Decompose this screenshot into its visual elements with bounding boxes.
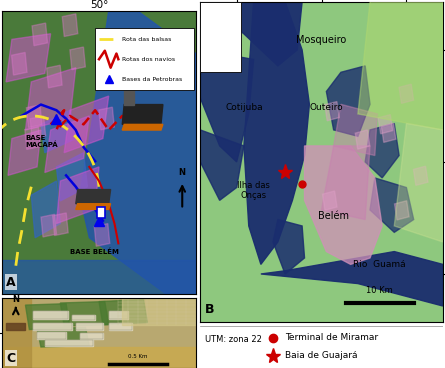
Polygon shape [200, 2, 302, 66]
Bar [95, 28, 194, 91]
Text: BASE BELÉM: BASE BELÉM [70, 249, 119, 255]
Text: C: C [6, 351, 15, 364]
Polygon shape [122, 298, 196, 325]
Polygon shape [273, 220, 304, 274]
Text: B: B [205, 302, 214, 316]
Polygon shape [109, 311, 128, 319]
Polygon shape [41, 214, 57, 237]
Polygon shape [37, 328, 89, 347]
Text: N: N [213, 16, 222, 26]
Polygon shape [334, 104, 377, 156]
Polygon shape [41, 110, 76, 153]
Bar [200, 2, 242, 72]
Polygon shape [76, 204, 111, 209]
Text: 0.5 Km: 0.5 Km [128, 354, 147, 359]
Title: 50°: 50° [90, 0, 108, 10]
Text: Mosqueiro: Mosqueiro [296, 35, 347, 45]
Polygon shape [45, 340, 93, 346]
Polygon shape [33, 311, 68, 319]
Text: Belém: Belém [318, 211, 349, 221]
Polygon shape [30, 116, 46, 139]
Text: N: N [12, 294, 19, 304]
Polygon shape [304, 146, 382, 264]
Polygon shape [2, 347, 196, 368]
Polygon shape [45, 116, 89, 173]
Polygon shape [323, 191, 337, 210]
Polygon shape [26, 105, 42, 128]
Polygon shape [325, 102, 340, 121]
Polygon shape [122, 105, 163, 124]
Text: Terminal de Miramar: Terminal de Miramar [285, 333, 378, 343]
Polygon shape [47, 65, 62, 88]
Polygon shape [62, 14, 78, 36]
Polygon shape [6, 34, 51, 82]
Polygon shape [261, 252, 443, 306]
Polygon shape [12, 52, 27, 75]
Polygon shape [61, 302, 109, 326]
Text: Outeiro: Outeiro [310, 103, 343, 112]
Polygon shape [355, 130, 370, 149]
Polygon shape [326, 66, 370, 136]
Text: UTM: zona 22: UTM: zona 22 [205, 335, 262, 344]
Polygon shape [378, 114, 393, 134]
Polygon shape [37, 332, 66, 339]
Polygon shape [8, 130, 41, 176]
Polygon shape [381, 123, 396, 142]
Polygon shape [395, 201, 409, 220]
Polygon shape [99, 107, 114, 130]
Polygon shape [70, 47, 85, 70]
Polygon shape [80, 11, 196, 294]
Text: Cotijuba: Cotijuba [225, 103, 263, 112]
Text: Bases da Petrobras: Bases da Petrobras [122, 77, 182, 82]
Polygon shape [322, 146, 370, 220]
Polygon shape [76, 190, 111, 204]
Bar [97, 206, 105, 218]
Polygon shape [32, 23, 48, 46]
Text: BASE
MACAPÁ: BASE MACAPÁ [25, 135, 58, 148]
Text: Baia de Guajará: Baia de Guajará [285, 351, 358, 360]
Text: 10 Km: 10 Km [366, 286, 393, 295]
Polygon shape [394, 124, 443, 242]
Polygon shape [94, 224, 110, 246]
Polygon shape [124, 91, 134, 105]
Text: A: A [6, 276, 16, 289]
Text: Rota das balsas: Rota das balsas [122, 37, 172, 42]
Polygon shape [57, 167, 99, 224]
Polygon shape [25, 68, 76, 130]
Polygon shape [358, 2, 443, 130]
Polygon shape [365, 124, 399, 178]
Polygon shape [31, 181, 61, 238]
Text: Rotas dos navios: Rotas dos navios [122, 57, 175, 62]
Polygon shape [244, 2, 309, 264]
Polygon shape [72, 315, 95, 321]
Polygon shape [413, 166, 428, 185]
Polygon shape [99, 300, 147, 325]
Polygon shape [25, 304, 70, 330]
Polygon shape [2, 298, 31, 368]
Polygon shape [200, 130, 244, 200]
Polygon shape [2, 261, 196, 294]
Polygon shape [370, 178, 414, 232]
Text: Ilha das
Onças: Ilha das Onças [237, 181, 270, 201]
Polygon shape [53, 213, 68, 236]
Polygon shape [109, 322, 132, 330]
Polygon shape [399, 84, 413, 103]
Polygon shape [57, 153, 87, 201]
Polygon shape [64, 96, 109, 153]
Polygon shape [200, 50, 254, 162]
Polygon shape [33, 322, 72, 330]
Text: N: N [179, 169, 186, 177]
Polygon shape [122, 124, 163, 130]
Text: Rio  Guamá: Rio Guamá [353, 260, 406, 269]
Polygon shape [6, 322, 25, 330]
Polygon shape [25, 127, 40, 149]
Polygon shape [80, 333, 103, 339]
Polygon shape [76, 323, 103, 330]
